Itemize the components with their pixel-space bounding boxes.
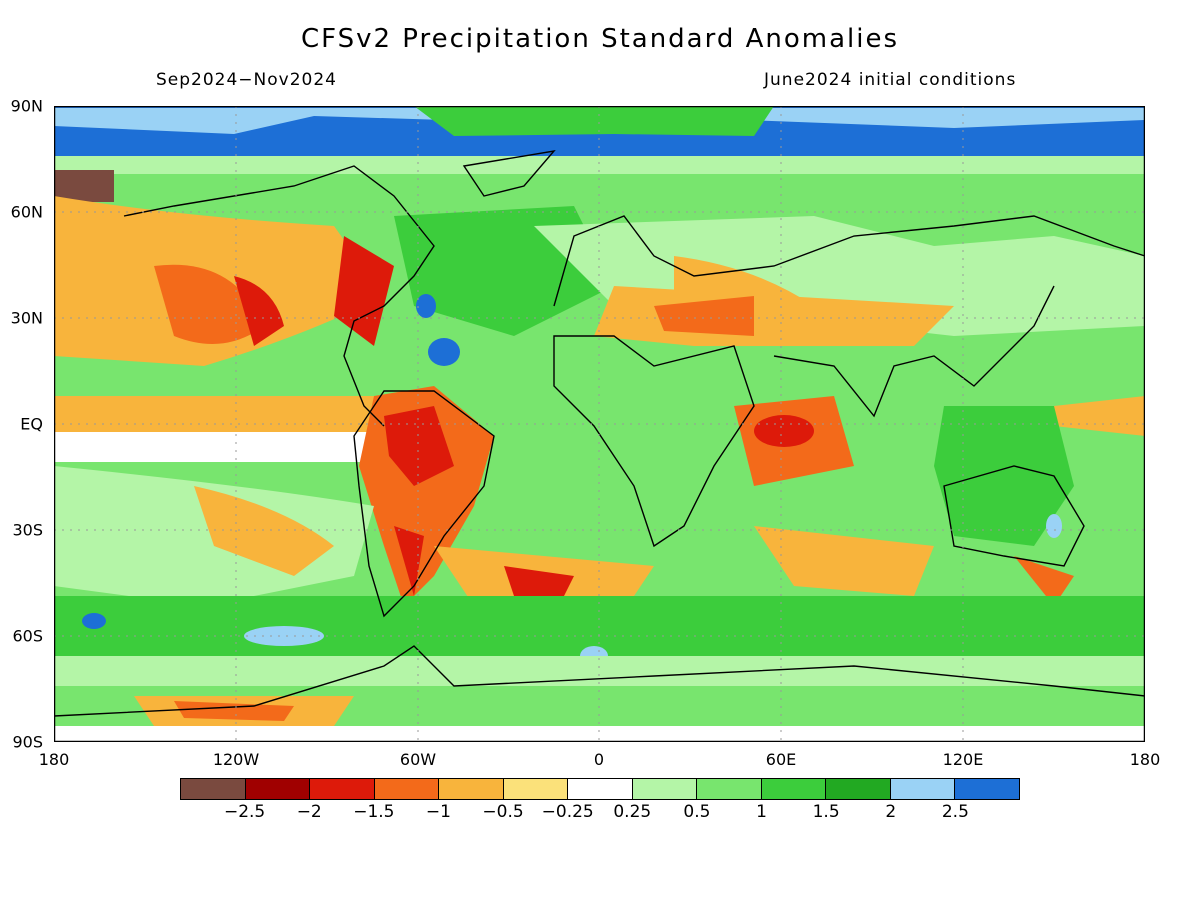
lon-label-60e: 60E (765, 750, 797, 769)
colorbar-legend (180, 778, 1020, 800)
lat-label-90s: 90S (12, 732, 43, 752)
lon-label-0: 0 (593, 750, 605, 769)
initial-conditions-label: June2024 initial conditions (764, 70, 1017, 90)
colorbar-tick-label: −2 (296, 802, 322, 822)
equatorial-pacific-dry-band (54, 396, 384, 432)
colorbar-tick-label: −1.5 (353, 802, 395, 822)
colorbar-swatch (374, 779, 440, 799)
colorbar-tick-label: −0.25 (541, 802, 594, 822)
lon-label-180e: 180 (1129, 750, 1161, 769)
colorbar-swatch (568, 779, 633, 799)
colorbar-swatch (503, 779, 569, 799)
colorbar-tick-label: 0.5 (683, 802, 711, 822)
colorbar-tick-label: −2.5 (223, 802, 266, 822)
precipitation-anomaly-map (54, 106, 1145, 742)
colorbar-tick-label: 0.25 (613, 802, 652, 822)
colorbar-swatch (890, 779, 956, 799)
colorbar-swatch (761, 779, 827, 799)
colorbar-tick-label: −1 (425, 802, 451, 822)
gridlines (54, 106, 1145, 742)
colorbar-tick-label: 2 (885, 802, 897, 822)
lon-label-120e: 120E (942, 750, 984, 769)
lat-label-30n: 30N (10, 308, 43, 328)
colorbar-swatch (310, 779, 375, 799)
lat-label-90n: 90N (10, 96, 43, 116)
map-title: CFSv2 Precipitation Standard Anomalies (300, 24, 900, 54)
colorbar-swatch (245, 779, 311, 799)
lat-label-60s: 60S (12, 626, 43, 646)
colorbar-swatch (632, 779, 698, 799)
coastlines (54, 149, 1145, 717)
colorbar-swatch (439, 779, 504, 799)
colorbar-swatch (181, 779, 246, 799)
lon-label-60w: 60W (399, 750, 437, 769)
colorbar-tick-label: 2.5 (941, 802, 969, 822)
forecast-period: Sep2024−Nov2024 (156, 70, 337, 90)
colorbar-tick-label: 1 (756, 802, 767, 822)
lat-label-30s: 30S (12, 520, 43, 540)
colorbar-swatch (697, 779, 762, 799)
colorbar-tick-label: 1.5 (812, 802, 840, 822)
alaska-brown-anomaly (54, 170, 114, 202)
lat-label-60n: 60N (10, 202, 43, 222)
atlantic-blue-spot (416, 294, 436, 318)
colorbar-swatch (955, 779, 1019, 799)
colorbar-swatch (826, 779, 891, 799)
lat-label-eq: EQ (20, 414, 43, 434)
colorbar-tick-label: −0.5 (482, 802, 524, 822)
lon-label-120w: 120W (212, 750, 260, 769)
lon-label-180w: 180 (38, 750, 70, 769)
